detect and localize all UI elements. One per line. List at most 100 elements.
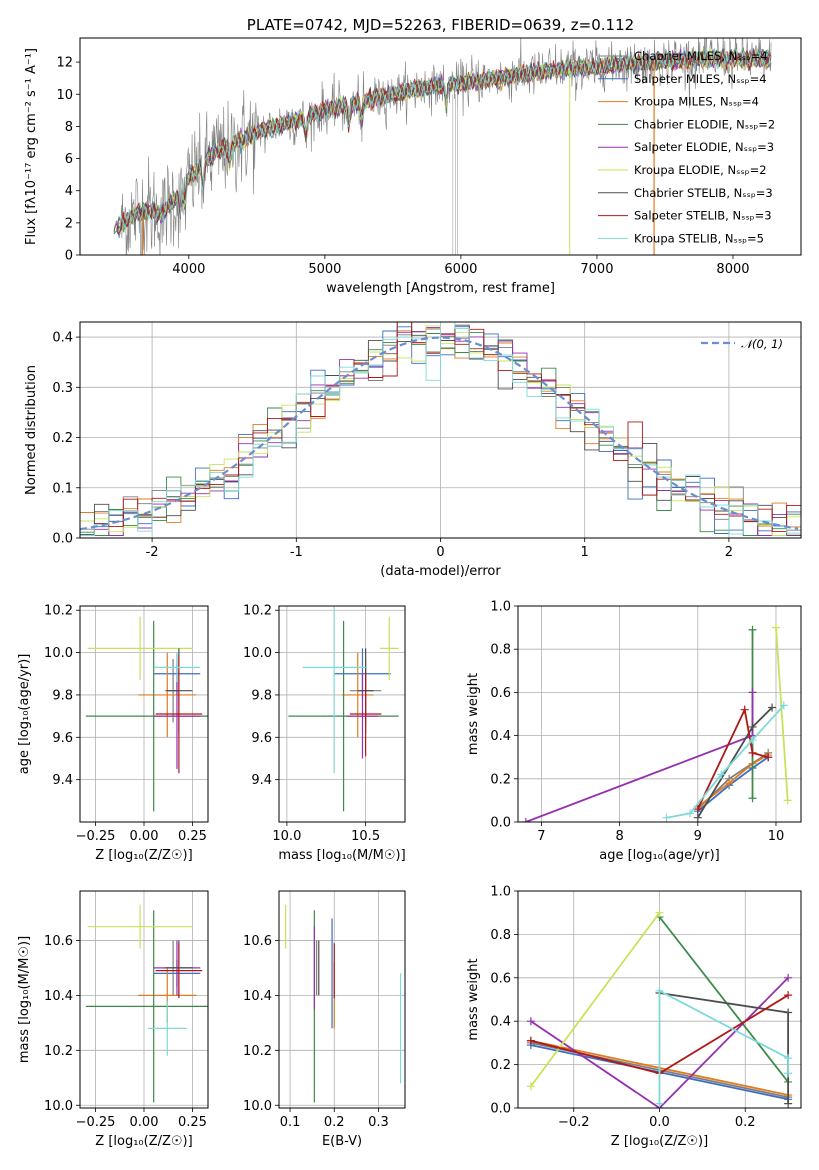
weight-marker <box>693 805 702 814</box>
y-tick-label: 0.0 <box>52 532 73 547</box>
x-axis-label: wavelength [Angstrom, rest frame] <box>326 281 555 296</box>
weight-marker <box>784 1008 793 1017</box>
weight-marker <box>748 748 757 757</box>
plot-area <box>526 908 793 1108</box>
y-tick-label: 9.6 <box>52 731 73 746</box>
weight-line <box>697 756 769 812</box>
y-tick-label: 1.0 <box>490 600 511 615</box>
errorbar-salpeter-stelib <box>349 671 382 757</box>
errorbar-kroupa-stelib <box>153 652 201 683</box>
weight-line <box>525 692 754 822</box>
weight-line <box>697 754 769 808</box>
axes-frame <box>517 890 802 1109</box>
y-tick-label: 10.0 <box>44 1099 73 1114</box>
y-tick-label: 9.4 <box>52 773 73 788</box>
errorbar-salpeter-stelib <box>155 654 203 774</box>
legend-label: Kroupa MILES, Nₛₛₚ=4 <box>634 95 759 109</box>
axes-frame <box>517 605 802 823</box>
axes-frame <box>79 37 802 256</box>
weight-marker <box>748 625 757 634</box>
y-tick-label: 2 <box>65 216 73 231</box>
panel-mass-vs-Z: −0.25 0.00 0.25 10.0 10.2 10.4 10.6 Z [log₁₀(Z/… <box>17 890 209 1149</box>
legend-label: Salpeter STELIB, Nₛₛₚ=3 <box>634 209 772 223</box>
y-tick-label: 0.4 <box>490 1015 511 1030</box>
weight-marker <box>748 794 757 803</box>
model-spectrum-kroupa-stelib <box>119 48 772 230</box>
weight-marker <box>526 1017 535 1026</box>
weight-marker <box>768 703 777 712</box>
y-tick-label: 9.4 <box>251 773 272 788</box>
weight-marker <box>655 908 664 917</box>
legend: Chabrier MILES, Nₛₛₚ=4 Salpeter MILES, Nₛ… <box>598 49 775 245</box>
weight-series-kroupa-elodie <box>771 623 792 805</box>
model-spectrum-salpeter-stelib <box>116 49 771 236</box>
weight-marker <box>784 973 793 982</box>
y-tick-label: 10.4 <box>44 989 73 1004</box>
x-tick-label: −0.25 <box>76 829 116 844</box>
weight-series-kroupa-stelib <box>662 701 788 822</box>
panel-age-vs-Z: −0.25 0.00 0.25 9.4 9.6 9.8 10.0 10.2 Z [log₁₀(Z… <box>17 604 209 863</box>
x-tick-label: -2 <box>146 545 159 560</box>
weight-marker <box>771 623 780 632</box>
plot-area <box>113 38 772 255</box>
y-tick-label: 0.0 <box>490 1102 511 1117</box>
x-tick-label: 0.2 <box>735 1115 756 1130</box>
axes-frame <box>278 890 406 1109</box>
x-tick-label: 0 <box>436 545 444 560</box>
y-tick-label: 0.8 <box>490 643 511 658</box>
x-axis-label: E(B-V) <box>322 1134 362 1149</box>
x-tick-label: 1 <box>581 545 589 560</box>
x-tick-label: 8000 <box>716 262 749 277</box>
y-tick-label: 4 <box>65 184 73 199</box>
y-tick-label: 6 <box>65 152 73 167</box>
weight-marker <box>685 809 694 818</box>
panel-age-vs-mass: 10.0 10.5 9.4 9.6 9.8 10.0 10.2 mass [log₁₀(M/M… <box>243 604 406 863</box>
weight-series-salpeter-stelib <box>693 705 773 814</box>
y-axis-label: mass weight <box>466 958 481 1040</box>
weight-series-chabrier-stelib <box>655 988 793 1108</box>
weight-series-kroupa-elodie <box>526 908 664 1091</box>
x-tick-label: 10.0 <box>272 829 301 844</box>
y-axis-label: Normed distribution <box>24 365 39 495</box>
y-tick-label: 9.8 <box>251 688 272 703</box>
normal-distribution-curve <box>80 336 799 531</box>
plot-area <box>288 606 399 812</box>
y-tick-label: 0.4 <box>490 729 511 744</box>
axes-frame <box>79 890 209 1109</box>
panel-mass-vs-ebv: 0.1 0.2 0.3 10.0 10.2 10.4 10.6 E(B-V) <box>243 890 406 1149</box>
errorbar-salpeter-elodie <box>346 673 379 759</box>
weight-marker <box>717 770 726 779</box>
x-tick-label: 0.3 <box>368 1115 389 1130</box>
x-tick-label: 6000 <box>444 262 477 277</box>
weight-marker <box>521 818 530 822</box>
y-tick-label: 9.8 <box>52 688 73 703</box>
y-axis-label: Flux [fλ10⁻¹⁷ erg cm⁻² s⁻¹ A⁻¹] <box>24 48 39 245</box>
weight-marker <box>784 991 793 1000</box>
x-axis-label: (data-model)/error <box>380 564 501 579</box>
weight-marker <box>655 986 664 995</box>
y-tick-label: 8 <box>65 120 73 135</box>
model-spectrum-chabrier-stelib <box>113 48 772 233</box>
x-tick-label: 0.00 <box>130 829 159 844</box>
errorbar-chabrier-elodie <box>288 620 399 812</box>
panel-weight-vs-Z: −0.2 0.0 0.2 0.0 0.2 0.4 0.6 0.8 1.0 Z [log₁₀(Z/Z… <box>466 885 802 1149</box>
errorbar-chabrier-elodie <box>85 910 208 1103</box>
plot-area <box>85 904 208 1103</box>
y-axis-label: mass [log₁₀(M/M☉)] <box>17 936 32 1063</box>
x-tick-label: 10.5 <box>351 829 380 844</box>
y-tick-label: 0.2 <box>490 772 511 787</box>
x-axis-label: Z [log₁₀(Z/Z☉)] <box>95 848 192 863</box>
legend-label: Kroupa ELODIE, Nₛₛₚ=2 <box>634 163 767 177</box>
y-tick-label: 10.0 <box>243 1099 272 1114</box>
legend-label: Kroupa STELIB, Nₛₛₚ=5 <box>634 231 764 245</box>
axes-frame <box>278 605 406 823</box>
x-tick-label: -1 <box>290 545 303 560</box>
weight-marker <box>748 735 757 744</box>
legend-label: Chabrier ELODIE, Nₛₛₚ=2 <box>634 117 775 131</box>
weight-marker <box>748 688 757 697</box>
errorbar-kroupa-stelib <box>302 606 366 774</box>
y-tick-label: 9.6 <box>251 731 272 746</box>
y-tick-label: 0.2 <box>490 1058 511 1073</box>
x-axis-label: age [log₁₀(age/yr)] <box>599 848 720 863</box>
x-axis-label: Z [log₁₀(Z/Z☉)] <box>611 1134 708 1149</box>
